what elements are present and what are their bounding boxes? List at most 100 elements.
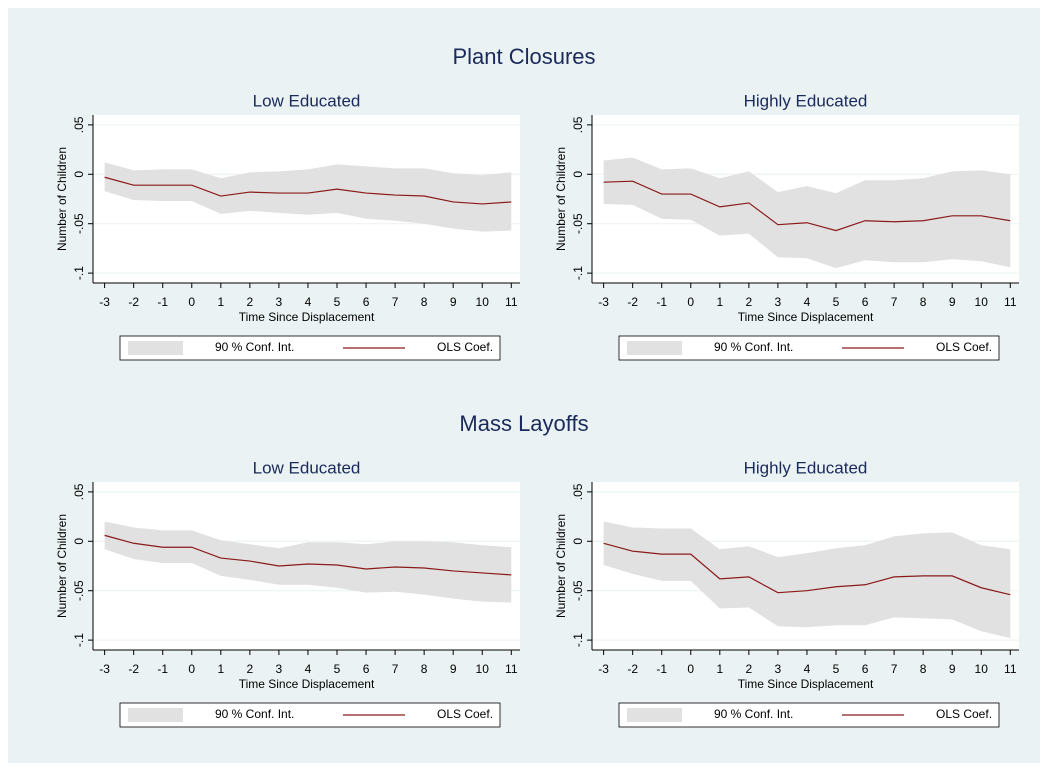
legend [119, 335, 501, 361]
x-tick-label: 1 [716, 662, 723, 676]
x-tick-label: 11 [505, 295, 518, 309]
x-tick-label: 2 [247, 295, 254, 309]
legend-label: OLS Coef. [437, 340, 493, 354]
x-tick-label: 6 [862, 662, 869, 676]
x-tick-label: 4 [305, 662, 312, 676]
x-tick-label: 2 [746, 662, 753, 676]
x-tick-label: 3 [276, 295, 283, 309]
y-tick-label: .05 [571, 116, 585, 133]
x-tick-label: 4 [804, 662, 811, 676]
section-heading: Mass Layoffs [459, 411, 588, 436]
x-tick-label: 3 [276, 662, 283, 676]
x-axis-label: Time Since Displacement [239, 310, 375, 324]
x-tick-label: 3 [775, 662, 782, 676]
legend-label: 90 % Conf. Int. [714, 707, 793, 721]
y-tick-label: -.05 [72, 580, 86, 601]
x-tick-label: 3 [775, 295, 782, 309]
coef-line [104, 176, 512, 205]
panel-title: Highly Educated [744, 458, 868, 477]
x-tick-label: 5 [833, 295, 840, 309]
y-tick-label: .05 [571, 483, 585, 500]
legend-label: 90 % Conf. Int. [714, 340, 793, 354]
x-tick-label: -2 [128, 295, 139, 309]
confidence-band [104, 162, 512, 232]
confidence-band [104, 521, 512, 603]
x-tick-label: -1 [157, 295, 168, 309]
x-tick-label: 8 [421, 662, 428, 676]
x-tick-label: 4 [804, 295, 811, 309]
x-axis-label: Time Since Displacement [738, 677, 874, 691]
x-tick-label: 5 [334, 662, 341, 676]
x-tick-label: -3 [598, 662, 609, 676]
x-tick-label: 1 [217, 662, 224, 676]
coef-line [104, 534, 512, 576]
x-tick-label: 10 [476, 295, 490, 309]
coef-line [603, 542, 1011, 596]
x-tick-label: 9 [450, 295, 457, 309]
x-tick-label: 4 [305, 295, 312, 309]
x-tick-label: 0 [188, 662, 195, 676]
x-tick-label: 1 [716, 295, 723, 309]
confidence-band [603, 521, 1011, 639]
confidence-band [603, 157, 1011, 269]
x-tick-label: 8 [920, 662, 927, 676]
x-tick-label: 0 [687, 295, 694, 309]
y-tick-label: -.1 [571, 266, 585, 280]
y-tick-label: -.1 [571, 633, 585, 647]
legend-label: 90 % Conf. Int. [215, 340, 294, 354]
x-tick-label: -1 [656, 662, 667, 676]
legend-label: OLS Coef. [936, 340, 992, 354]
x-tick-label: 7 [891, 662, 898, 676]
x-tick-label: -1 [157, 662, 168, 676]
y-tick-label: 0 [571, 171, 585, 178]
x-axis-label: Time Since Displacement [239, 677, 375, 691]
x-tick-label: 6 [363, 295, 370, 309]
x-tick-label: -2 [627, 295, 638, 309]
x-tick-label: 2 [746, 295, 753, 309]
x-tick-label: -3 [99, 295, 110, 309]
coef-line [603, 180, 1011, 232]
legend-swatch [128, 708, 183, 722]
x-tick-label: -1 [656, 295, 667, 309]
y-tick-label: -.1 [72, 633, 86, 647]
x-tick-label: 9 [949, 295, 956, 309]
x-tick-label: 7 [392, 295, 399, 309]
x-tick-label: 2 [247, 662, 254, 676]
x-tick-label: 5 [334, 295, 341, 309]
y-tick-label: -.05 [72, 213, 86, 234]
x-tick-label: 11 [505, 662, 518, 676]
x-tick-label: -2 [627, 662, 638, 676]
legend [119, 702, 501, 728]
x-tick-label: 6 [363, 662, 370, 676]
y-tick-label: .05 [72, 116, 86, 133]
x-tick-label: 8 [920, 295, 927, 309]
legend-swatch [627, 708, 682, 722]
x-tick-label: -3 [598, 295, 609, 309]
panel-title: Low Educated [253, 458, 361, 477]
x-tick-label: 9 [949, 662, 956, 676]
legend [618, 702, 1000, 728]
x-tick-label: 10 [975, 662, 989, 676]
y-axis-label: Number of Children [554, 147, 568, 251]
y-axis-label: Number of Children [55, 147, 69, 251]
x-tick-label: 10 [975, 295, 989, 309]
x-tick-label: 5 [833, 662, 840, 676]
x-tick-label: -2 [128, 662, 139, 676]
legend-swatch [627, 341, 682, 355]
x-tick-label: 10 [476, 662, 490, 676]
x-tick-label: 9 [450, 662, 457, 676]
legend-label: OLS Coef. [936, 707, 992, 721]
x-tick-label: 7 [891, 295, 898, 309]
y-tick-label: -.05 [571, 580, 585, 601]
legend-label: 90 % Conf. Int. [215, 707, 294, 721]
x-tick-label: 11 [1004, 662, 1017, 676]
legend-swatch [128, 341, 183, 355]
x-tick-label: -3 [99, 662, 110, 676]
y-tick-label: .05 [72, 483, 86, 500]
legend [618, 335, 1000, 361]
y-tick-label: 0 [571, 538, 585, 545]
x-tick-label: 6 [862, 295, 869, 309]
y-tick-label: -.1 [72, 266, 86, 280]
y-tick-label: 0 [72, 171, 86, 178]
